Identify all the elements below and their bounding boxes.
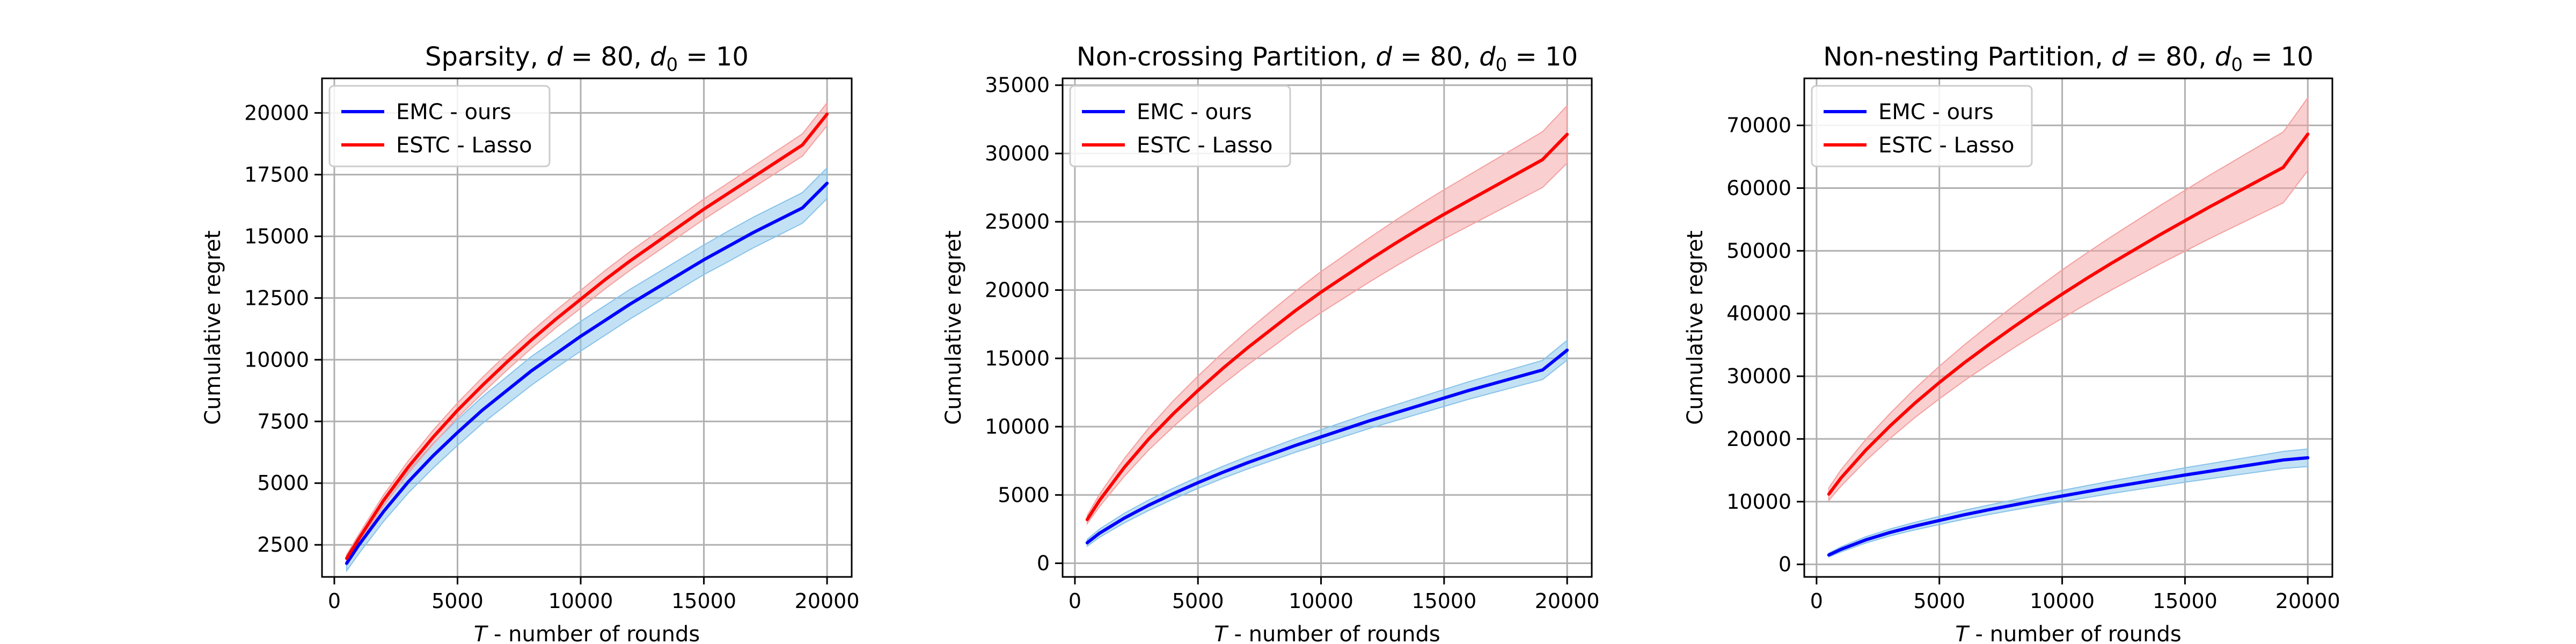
x-tick-label: 15000 [2153,589,2218,613]
chart-1: 0 5000 10000 15000 20000 2500 5000 7500 10000 125… [201,42,860,644]
legend-label-2: ESTC - Lasso [1137,133,1273,158]
x-tick-label: 0 [1069,589,1081,613]
legend-label-2: ESTC - Lasso [396,133,532,158]
x-tick-label: 15000 [1411,589,1476,613]
series-band-1 [346,166,828,573]
x-tick-label: 10000 [548,589,613,613]
y-tick-label: 50000 [1726,239,1791,262]
y-tick-label: 17500 [244,163,309,186]
x-tick-label: 5000 [431,589,484,613]
series-band-2 [1828,96,2309,502]
legend-label-2: ESTC - Lasso [1878,133,2015,158]
legend-box [1811,85,2033,167]
y-tick-label: 30000 [1726,364,1791,388]
y-tick-label: 12500 [244,286,309,310]
axes-frame [1803,77,2333,578]
y-tick-label: 10000 [985,415,1050,438]
x-tick-label: 20000 [1535,589,1600,613]
y-axis-label: Cumulative regret [941,230,966,425]
series-band-2 [1086,104,1568,525]
y-tick-label: 10000 [244,348,309,371]
chart-title: Non-nesting Partition, d = 80, d0 = 10 [1823,42,2314,76]
y-tick-label: 15000 [985,347,1050,370]
series-band-1 [1086,339,1568,547]
y-tick-label: 15000 [244,224,309,248]
x-axis-label: T - number of rounds [474,622,700,644]
x-tick-label: 20000 [2275,589,2340,613]
chart-title: Sparsity, d = 80, d0 = 10 [425,42,749,76]
axes-frame [321,77,853,578]
x-tick-label: 10000 [1289,589,1353,613]
y-tick-label: 70000 [1726,114,1791,137]
x-axis-label: T - number of rounds [1955,622,2181,644]
chart-3: 0 5000 10000 15000 20000 0 10000 20000 30000 4000… [1683,42,2340,644]
series-band-2 [346,101,828,564]
legend-box [328,85,551,167]
x-tick-label: 5000 [1913,589,1965,613]
y-axis-label: Cumulative regret [201,230,225,425]
y-tick-label: 0 [1779,553,1791,576]
x-tick-label: 10000 [2030,589,2095,613]
y-tick-label: 20000 [1726,427,1791,451]
y-tick-label: 40000 [1726,302,1791,325]
y-tick-label: 5000 [998,483,1050,507]
axes-frame [1062,77,1593,578]
y-tick-label: 20000 [244,101,309,125]
legend-box [1069,85,1291,167]
chart-title: Non-crossing Partition, d = 80, d0 = 10 [1077,42,1578,76]
y-tick-label: 7500 [257,409,309,433]
legend-label-1: EMC - ours [1878,100,1994,125]
x-axis-label: T - number of rounds [1214,622,1440,644]
legend: EMC - ours ESTC - Lasso [1811,85,2033,167]
y-tick-label: 30000 [985,142,1050,165]
y-tick-label: 35000 [985,74,1050,97]
x-tick-label: 0 [1810,589,1823,613]
y-tick-label: 0 [1037,552,1050,575]
legend: EMC - ours ESTC - Lasso [328,85,551,167]
y-tick-label: 25000 [985,210,1050,233]
series-band-1 [1828,448,2309,558]
legend-label-1: EMC - ours [1137,100,1252,125]
legend: EMC - ours ESTC - Lasso [1069,85,1291,167]
y-tick-label: 20000 [985,279,1050,302]
y-axis-label: Cumulative regret [1683,230,1708,425]
y-tick-label: 2500 [257,533,309,557]
x-tick-label: 0 [328,589,341,613]
chart-2: 0 5000 10000 15000 20000 0 5000 10000 15000 20000… [941,42,1600,644]
x-tick-label: 15000 [671,589,736,613]
y-tick-label: 5000 [257,471,309,495]
legend-label-1: EMC - ours [396,100,511,125]
x-tick-label: 20000 [795,589,860,613]
y-tick-label: 60000 [1726,176,1791,200]
y-tick-label: 10000 [1726,490,1791,514]
x-tick-label: 5000 [1172,589,1224,613]
